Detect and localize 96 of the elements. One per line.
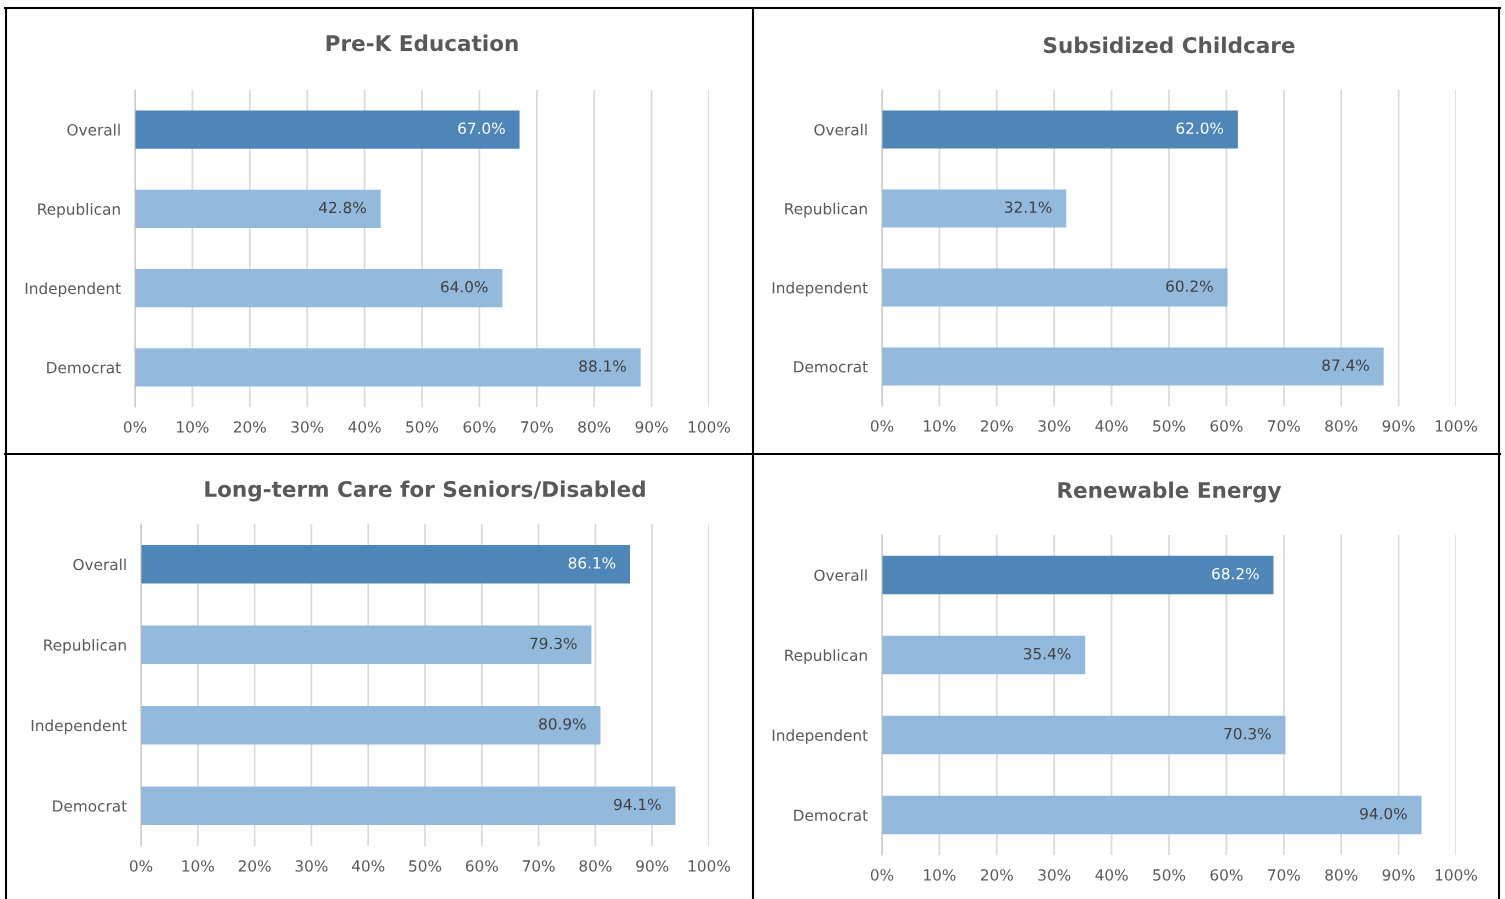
y-tick-label: Overall xyxy=(67,123,120,136)
x-tick-label: 50% xyxy=(409,860,442,872)
x-tick-label: 60% xyxy=(1210,420,1243,432)
x-tick-label: 10% xyxy=(177,421,209,433)
chart-title: Subsidized Childcare xyxy=(1044,36,1295,54)
data-label: 86.1% xyxy=(568,557,616,569)
x-tick-label: 100% xyxy=(688,421,730,433)
bar xyxy=(882,635,1086,675)
x-tick-label: 10% xyxy=(924,869,956,881)
y-tick-label: Independent xyxy=(25,282,121,298)
data-label: 62.0% xyxy=(1176,122,1224,134)
x-tick-label: 20% xyxy=(980,869,1013,881)
data-label: 68.2% xyxy=(1212,567,1259,580)
x-tick-label: 10% xyxy=(182,860,214,872)
data-label: 87.4% xyxy=(1322,359,1369,371)
x-tick-label: 40% xyxy=(351,860,385,872)
x-tick-label: 40% xyxy=(348,421,381,433)
x-tick-label: 100% xyxy=(688,860,730,872)
bar xyxy=(135,348,641,387)
y-tick-label: Independent xyxy=(31,719,127,735)
x-tick-label: 20% xyxy=(980,420,1013,432)
x-tick-label: 60% xyxy=(1210,869,1243,881)
x-tick-label: 60% xyxy=(465,860,498,872)
x-tick-label: 20% xyxy=(238,860,271,872)
bar xyxy=(882,715,1286,755)
chart-title: Long-term Care for Seniors/Disabled xyxy=(205,480,645,502)
x-tick-label: 80% xyxy=(579,860,612,872)
bar xyxy=(882,347,1384,386)
bar xyxy=(141,705,601,745)
y-tick-label: Democrat xyxy=(53,800,127,812)
y-tick-label: Democrat xyxy=(794,809,868,822)
x-tick-label: 90% xyxy=(636,860,669,872)
y-tick-label: Overall xyxy=(814,123,867,136)
x-tick-label: 60% xyxy=(463,421,496,433)
y-tick-label: Overall xyxy=(814,569,867,582)
y-tick-label: Democrat xyxy=(794,361,868,373)
x-tick-label: 70% xyxy=(1268,420,1300,432)
bar xyxy=(141,625,592,665)
x-tick-label: 100% xyxy=(1435,869,1477,881)
x-tick-label: 0% xyxy=(870,420,894,432)
data-label: 94.0% xyxy=(1360,807,1407,820)
bar xyxy=(882,189,1067,228)
x-tick-label: 30% xyxy=(295,860,328,872)
y-tick-label: Independent xyxy=(772,729,868,744)
data-label: 67.0% xyxy=(458,122,505,135)
data-label: 42.8% xyxy=(319,201,366,214)
x-tick-label: 0% xyxy=(129,860,153,872)
x-tick-label: 10% xyxy=(924,420,956,432)
bar xyxy=(135,110,520,149)
x-tick-label: 90% xyxy=(635,421,668,433)
data-label: 60.2% xyxy=(1166,280,1213,292)
x-tick-label: 50% xyxy=(1153,420,1186,432)
bar xyxy=(135,269,503,308)
data-label: 94.1% xyxy=(614,798,661,811)
bar xyxy=(141,786,676,826)
bar xyxy=(141,544,631,584)
x-tick-label: 30% xyxy=(1038,420,1071,432)
bar xyxy=(882,110,1238,149)
bar xyxy=(882,555,1274,595)
x-tick-label: 80% xyxy=(578,421,611,433)
x-tick-label: 70% xyxy=(1268,869,1300,881)
x-tick-label: 40% xyxy=(1095,869,1128,881)
chart-title: Renewable Energy xyxy=(1058,481,1282,503)
data-label: 64.0% xyxy=(441,281,488,293)
x-tick-label: 70% xyxy=(522,860,555,872)
chart-title: Pre-K Education xyxy=(326,34,518,52)
x-tick-label: 20% xyxy=(233,421,266,433)
y-tick-label: Republican xyxy=(44,638,126,654)
x-tick-label: 50% xyxy=(406,421,439,433)
x-tick-label: 100% xyxy=(1435,420,1477,432)
x-tick-label: 30% xyxy=(1038,869,1071,881)
bar xyxy=(135,189,381,228)
x-tick-label: 30% xyxy=(291,421,324,433)
data-label: 80.9% xyxy=(539,718,586,730)
data-label: 35.4% xyxy=(1023,647,1071,660)
x-tick-label: 90% xyxy=(1382,869,1415,881)
y-tick-label: Independent xyxy=(772,281,868,297)
x-tick-label: 50% xyxy=(1153,869,1186,881)
x-tick-label: 80% xyxy=(1325,420,1358,432)
x-tick-label: 90% xyxy=(1382,420,1415,432)
x-tick-label: 0% xyxy=(870,869,894,881)
data-label: 88.1% xyxy=(579,360,626,372)
bar xyxy=(882,268,1228,307)
x-tick-label: 70% xyxy=(521,421,553,433)
y-tick-label: Republican xyxy=(38,203,120,218)
data-label: 70.3% xyxy=(1224,727,1271,740)
y-tick-label: Overall xyxy=(73,558,126,571)
x-tick-label: 80% xyxy=(1325,869,1358,881)
y-tick-label: Republican xyxy=(785,202,867,218)
data-label: 32.1% xyxy=(1005,201,1052,213)
y-tick-label: Republican xyxy=(785,649,867,664)
x-tick-label: 40% xyxy=(1095,420,1128,432)
y-tick-label: Democrat xyxy=(47,362,121,374)
bar xyxy=(882,795,1422,835)
x-tick-label: 0% xyxy=(123,421,147,433)
data-label: 79.3% xyxy=(530,637,577,650)
